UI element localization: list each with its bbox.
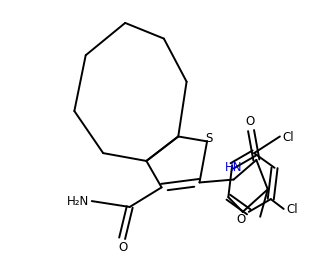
Text: H₂N: H₂N [67, 195, 89, 208]
Text: HN: HN [225, 161, 242, 174]
Text: O: O [118, 241, 127, 254]
Text: O: O [245, 115, 254, 128]
Text: Cl: Cl [286, 203, 298, 216]
Text: S: S [205, 132, 213, 145]
Text: O: O [237, 213, 246, 226]
Text: Cl: Cl [282, 131, 294, 144]
